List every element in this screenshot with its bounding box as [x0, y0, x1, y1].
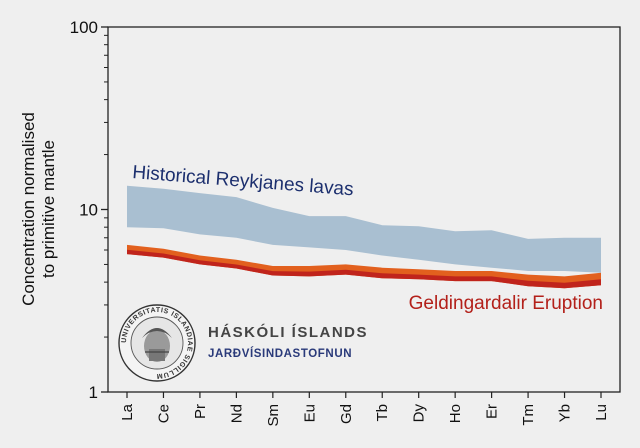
x-tick-label: Er — [484, 404, 501, 419]
x-tick-label: Tm — [520, 404, 537, 426]
x-tick-label: Tb — [374, 404, 391, 422]
geldingardalir-label: Geldingardalir Eruption — [409, 293, 603, 314]
university-seal-icon: UNIVERSITATIS ISLANDIAE SIGILLUM — [118, 304, 196, 382]
x-tick-label: Lu — [593, 404, 610, 421]
logo-name: HÁSKÓLI ÍSLANDS — [208, 323, 368, 341]
x-tick-label: Gd — [338, 404, 355, 424]
geldingardalir-band-core — [127, 249, 601, 289]
x-tick-label: La — [119, 403, 136, 420]
logo-subtitle: JARÐVÍSINDASTOFNUN — [208, 347, 352, 360]
x-tick-label: Sm — [265, 404, 282, 427]
y-tick-label: 10 — [79, 201, 98, 220]
x-tick-label: Ho — [447, 404, 464, 423]
y-tick-label: 1 — [89, 383, 98, 402]
x-tick-label: Pr — [192, 404, 209, 419]
y-tick-label: 100 — [70, 18, 98, 37]
historical-reykjanes-band — [127, 185, 601, 273]
university-logo: UNIVERSITATIS ISLANDIAE SIGILLUM HÁSKÓLI… — [118, 304, 368, 382]
x-tick-label: Dy — [411, 404, 428, 423]
x-tick-label: Eu — [301, 404, 318, 422]
y-axis-label: Concentration normalisedto primitive man… — [19, 112, 58, 306]
x-tick-label: Ce — [155, 404, 172, 423]
x-tick-label: Yb — [557, 404, 574, 422]
x-tick-label: Nd — [228, 404, 245, 423]
